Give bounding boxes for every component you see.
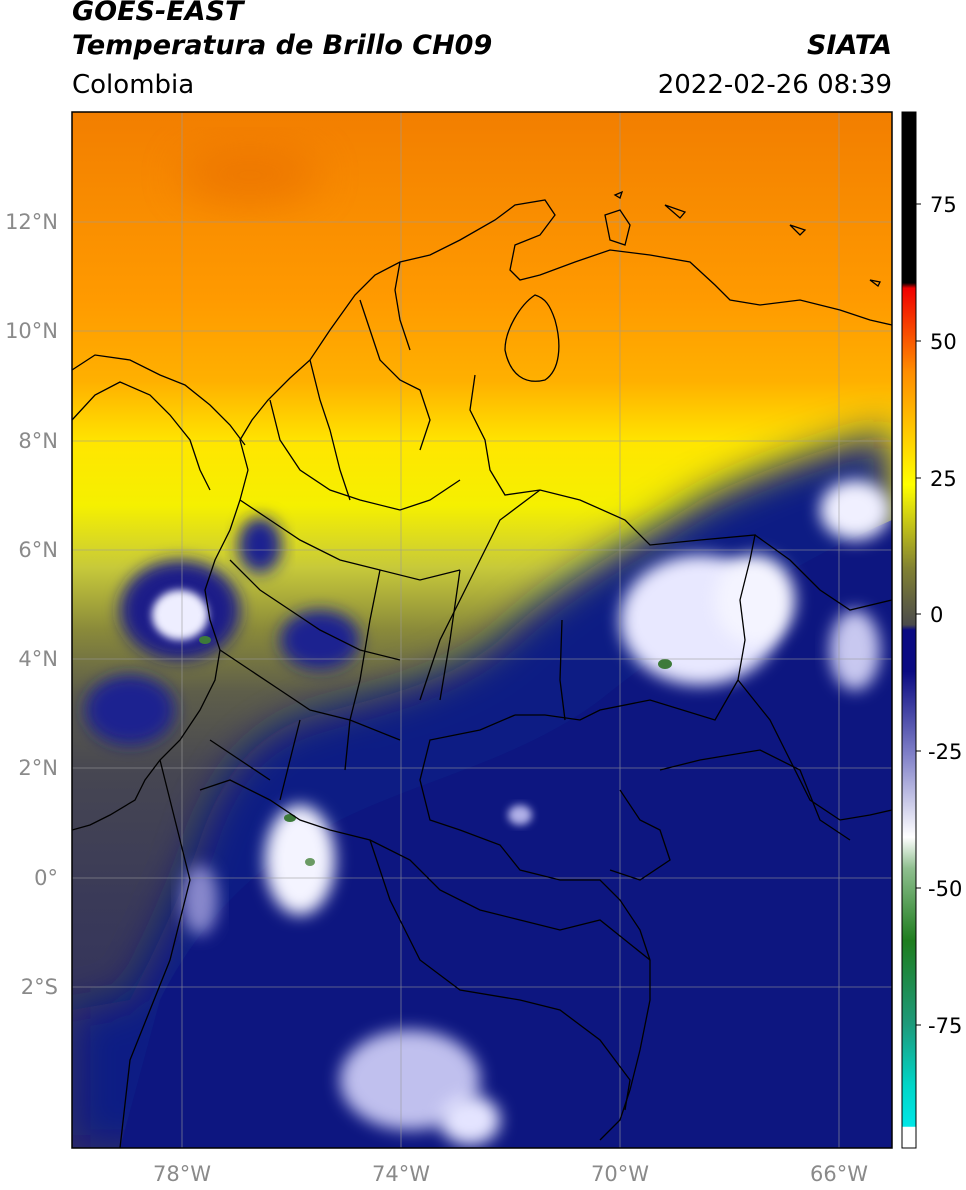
lat-tick-label: 12°N	[5, 210, 58, 234]
lat-tick-label: 10°N	[5, 319, 58, 343]
datetime-label: 2022-02-26 08:39	[657, 70, 892, 100]
lon-tick-label: 70°W	[591, 1162, 649, 1186]
lat-tick-label: 0°	[34, 866, 58, 890]
graticule	[72, 112, 892, 1148]
region-label: Colombia	[72, 70, 195, 100]
colorbar-tick-label: -50	[928, 877, 962, 901]
colorbar-frame	[901, 111, 917, 1149]
map-frame	[71, 111, 893, 1149]
longitude-axis: 78°W 74°W 70°W 66°W	[153, 1162, 868, 1186]
colorbar-tick-label: 25	[930, 467, 957, 491]
colorbar-tick-label: 75	[930, 193, 957, 217]
colorbar: 75 50 25 0 -25 -50 -75	[901, 111, 962, 1149]
colorbar-tick-label: -75	[928, 1014, 962, 1038]
lon-tick-label: 78°W	[153, 1162, 211, 1186]
colorbar-tick-label: 50	[930, 330, 957, 354]
colorbar-tick-label: -25	[928, 740, 962, 764]
lat-tick-label: 2°S	[21, 975, 58, 999]
lon-tick-label: 74°W	[372, 1162, 430, 1186]
source-label: SIATA	[806, 30, 892, 61]
lon-tick-label: 66°W	[810, 1162, 868, 1186]
lat-tick-label: 8°N	[18, 429, 58, 453]
country-borders	[72, 190, 892, 1148]
product-title: Temperatura de Brillo CH09	[72, 30, 493, 61]
lat-tick-label: 4°N	[18, 647, 58, 671]
colorbar-tick-label: 0	[930, 603, 943, 627]
colorbar-gradient	[902, 112, 916, 1148]
lat-tick-label: 6°N	[18, 538, 58, 562]
satellite-title: GOES-EAST	[72, 0, 244, 27]
latitude-axis: 12°N 10°N 8°N 6°N 4°N 2°N 0° 2°S	[5, 210, 58, 999]
brightness-temperature-field	[72, 112, 892, 1148]
lat-tick-label: 2°N	[18, 756, 58, 780]
